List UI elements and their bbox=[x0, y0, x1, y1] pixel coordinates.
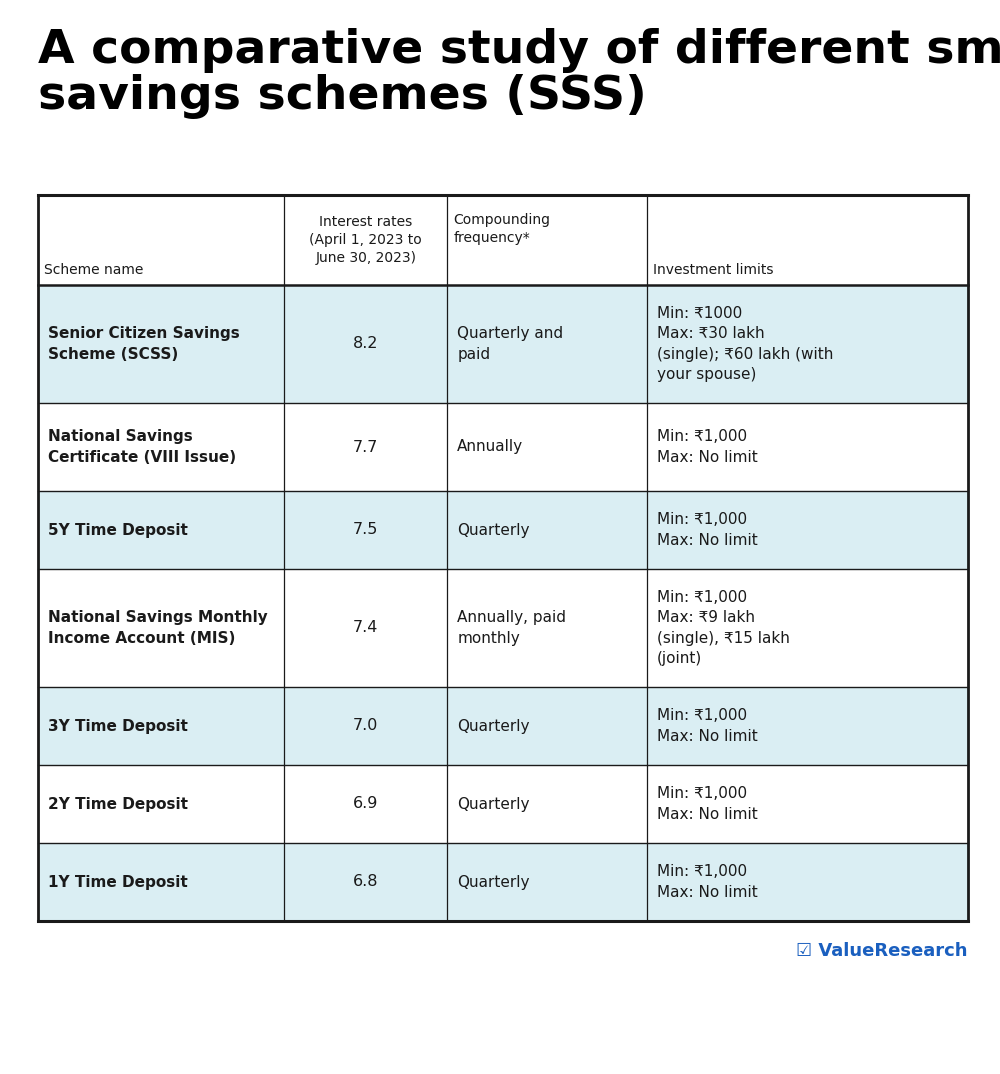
Text: Annually: Annually bbox=[457, 439, 523, 454]
Bar bbox=[38, 843, 968, 921]
Text: A comparative study of different small: A comparative study of different small bbox=[38, 28, 1000, 73]
Text: National Savings Monthly
Income Account (MIS): National Savings Monthly Income Account … bbox=[48, 610, 268, 645]
Text: 1Y Time Deposit: 1Y Time Deposit bbox=[48, 874, 188, 889]
Text: Quarterly: Quarterly bbox=[457, 797, 530, 812]
Text: Min: ₹1,000
Max: ₹9 lakh
(single), ₹15 lakh
(joint): Min: ₹1,000 Max: ₹9 lakh (single), ₹15 l… bbox=[657, 590, 790, 666]
Text: 5Y Time Deposit: 5Y Time Deposit bbox=[48, 522, 188, 537]
Text: Min: ₹1000
Max: ₹30 lakh
(single); ₹60 lakh (with
your spouse): Min: ₹1000 Max: ₹30 lakh (single); ₹60 l… bbox=[657, 306, 834, 382]
Text: 2Y Time Deposit: 2Y Time Deposit bbox=[48, 797, 188, 812]
Text: Investment limits: Investment limits bbox=[653, 263, 774, 277]
Text: Scheme name: Scheme name bbox=[44, 263, 143, 277]
Text: Quarterly: Quarterly bbox=[457, 874, 530, 889]
Text: 6.8: 6.8 bbox=[353, 874, 379, 889]
Text: 7.4: 7.4 bbox=[353, 621, 379, 636]
Bar bbox=[38, 765, 968, 843]
Text: ☑ ValueResearch: ☑ ValueResearch bbox=[796, 942, 968, 960]
Text: Min: ₹1,000
Max: No limit: Min: ₹1,000 Max: No limit bbox=[657, 865, 758, 900]
Text: Quarterly: Quarterly bbox=[457, 522, 530, 537]
Text: Annually, paid
monthly: Annually, paid monthly bbox=[457, 610, 566, 645]
Text: National Savings
Certificate (VIII Issue): National Savings Certificate (VIII Issue… bbox=[48, 430, 236, 465]
Bar bbox=[38, 285, 968, 403]
Text: Quarterly and
paid: Quarterly and paid bbox=[457, 326, 563, 362]
Text: Min: ₹1,000
Max: No limit: Min: ₹1,000 Max: No limit bbox=[657, 512, 758, 548]
Text: Quarterly: Quarterly bbox=[457, 719, 530, 734]
Text: 7.0: 7.0 bbox=[353, 719, 379, 734]
Text: 6.9: 6.9 bbox=[353, 797, 379, 812]
Text: savings schemes (SSS): savings schemes (SSS) bbox=[38, 74, 647, 119]
Text: Compounding
frequency*: Compounding frequency* bbox=[453, 213, 550, 245]
Text: 7.5: 7.5 bbox=[353, 522, 379, 537]
Text: Min: ₹1,000
Max: No limit: Min: ₹1,000 Max: No limit bbox=[657, 786, 758, 822]
Text: Senior Citizen Savings
Scheme (SCSS): Senior Citizen Savings Scheme (SCSS) bbox=[48, 326, 240, 362]
Text: 8.2: 8.2 bbox=[353, 336, 379, 351]
Text: 7.7: 7.7 bbox=[353, 439, 379, 454]
Text: Min: ₹1,000
Max: No limit: Min: ₹1,000 Max: No limit bbox=[657, 430, 758, 465]
Bar bbox=[38, 403, 968, 491]
Bar bbox=[38, 687, 968, 765]
Bar bbox=[38, 569, 968, 687]
Text: Interest rates
(April 1, 2023 to
June 30, 2023): Interest rates (April 1, 2023 to June 30… bbox=[309, 215, 422, 265]
Bar bbox=[38, 491, 968, 569]
Text: Min: ₹1,000
Max: No limit: Min: ₹1,000 Max: No limit bbox=[657, 708, 758, 743]
Text: 3Y Time Deposit: 3Y Time Deposit bbox=[48, 719, 188, 734]
